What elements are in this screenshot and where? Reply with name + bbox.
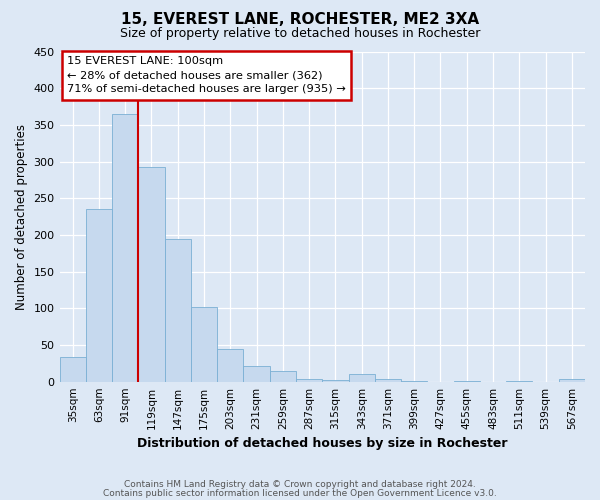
Text: Contains public sector information licensed under the Open Government Licence v3: Contains public sector information licen… [103, 490, 497, 498]
Bar [454, 381, 480, 382]
Text: 15 EVEREST LANE: 100sqm
← 28% of detached houses are smaller (362)
71% of semi-d: 15 EVEREST LANE: 100sqm ← 28% of detache… [67, 56, 346, 94]
Bar [191, 307, 217, 382]
Y-axis label: Number of detached properties: Number of detached properties [15, 124, 28, 310]
X-axis label: Distribution of detached houses by size in Rochester: Distribution of detached houses by size … [137, 437, 508, 450]
Bar [322, 380, 349, 382]
Bar [112, 114, 139, 382]
Text: 15, EVEREST LANE, ROCHESTER, ME2 3XA: 15, EVEREST LANE, ROCHESTER, ME2 3XA [121, 12, 479, 28]
Bar [59, 358, 86, 382]
Bar [349, 374, 375, 382]
Bar [270, 372, 296, 382]
Bar [559, 380, 585, 382]
Bar [86, 210, 112, 382]
Text: Size of property relative to detached houses in Rochester: Size of property relative to detached ho… [120, 28, 480, 40]
Bar [506, 381, 532, 382]
Bar [375, 378, 401, 382]
Bar [164, 238, 191, 382]
Bar [296, 378, 322, 382]
Bar [139, 166, 164, 382]
Bar [401, 381, 427, 382]
Bar [244, 366, 270, 382]
Bar [217, 350, 244, 382]
Text: Contains HM Land Registry data © Crown copyright and database right 2024.: Contains HM Land Registry data © Crown c… [124, 480, 476, 489]
